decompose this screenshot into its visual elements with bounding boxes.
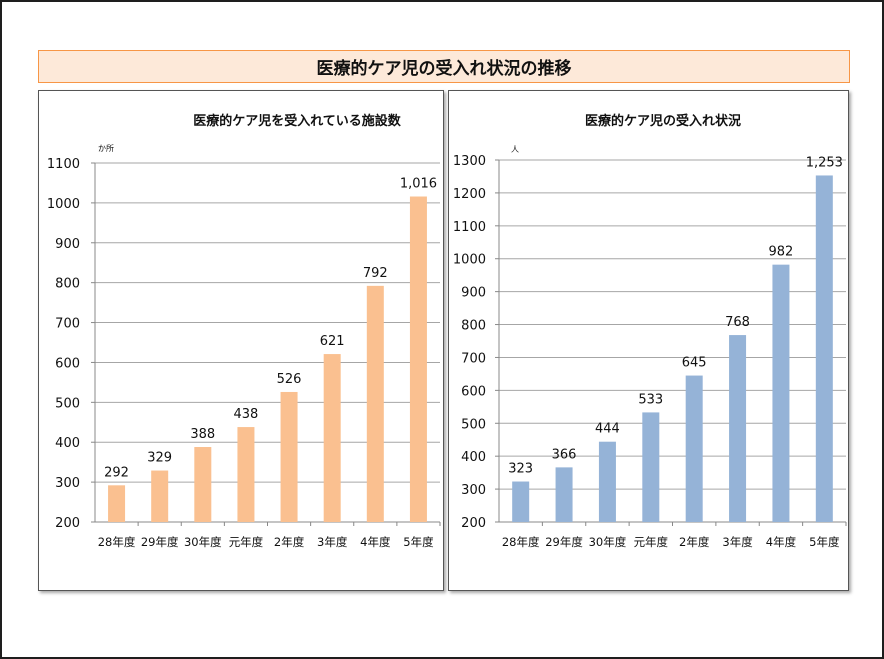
data-label: 533: [638, 392, 663, 407]
children-chart-panel: 医療的ケア児の受入れ状況人 200 300 400 500 600 700 800 900 100…: [448, 90, 849, 591]
data-label: 388: [190, 427, 215, 442]
bar-4: [280, 391, 298, 522]
facilities-chart-panel: 医療的ケア児を受入れている施設数か所 200 300 400 500 600 700 800 9…: [38, 90, 444, 591]
x-tick-label: 4年度: [766, 535, 797, 549]
data-label: 438: [234, 407, 259, 422]
x-tick-label: 5年度: [403, 535, 434, 549]
y-tick-label: 200: [461, 516, 486, 531]
bar-6: [772, 264, 790, 522]
y-tick-label: 500: [461, 417, 486, 432]
bar-7: [409, 196, 427, 523]
y-tick-label: 1200: [453, 187, 486, 202]
data-label: 768: [725, 315, 750, 330]
y-tick-label: 300: [55, 476, 80, 491]
data-label: 645: [682, 356, 707, 371]
bar-1: [555, 467, 573, 522]
bar-3: [237, 427, 255, 522]
x-tick-label: 28年度: [98, 535, 136, 549]
bar-5: [729, 335, 747, 522]
x-tick-label: 元年度: [634, 535, 669, 549]
y-tick-label: 600: [55, 356, 80, 371]
y-tick-label: 300: [461, 483, 486, 498]
bar-6: [366, 285, 384, 522]
y-tick-label: 1300: [453, 154, 486, 169]
x-tick-label: 元年度: [229, 535, 264, 549]
y-tick-label: 900: [55, 237, 80, 252]
data-label: 1,016: [400, 177, 437, 192]
unit-label: か所: [98, 143, 114, 153]
y-tick-label: 900: [461, 286, 486, 301]
bar-2: [194, 447, 212, 522]
y-tick-label: 1100: [47, 157, 80, 172]
x-tick-label: 4年度: [360, 535, 391, 549]
bar-4: [685, 375, 703, 522]
x-tick-label: 29年度: [545, 535, 583, 549]
y-tick-label: 200: [55, 516, 80, 531]
x-tick-label: 5年度: [809, 535, 840, 549]
data-label: 982: [769, 245, 794, 260]
x-tick-label: 30年度: [589, 535, 627, 549]
y-tick-label: 1000: [47, 197, 80, 212]
y-tick-label: 800: [55, 277, 80, 292]
y-tick-label: 400: [55, 436, 80, 451]
bar-0: [512, 481, 530, 522]
y-tick-label: 700: [55, 317, 80, 332]
y-tick-label: 500: [55, 396, 80, 411]
y-tick-label: 700: [461, 351, 486, 366]
y-tick-label: 400: [461, 450, 486, 465]
data-label: 292: [104, 465, 129, 480]
unit-label: 人: [511, 145, 519, 154]
x-tick-label: 2年度: [679, 535, 710, 549]
data-label: 444: [595, 422, 620, 437]
x-tick-label: 28年度: [502, 535, 540, 549]
x-tick-label: 3年度: [722, 535, 753, 549]
x-tick-label: 30年度: [184, 535, 222, 549]
bar-1: [151, 470, 169, 522]
bar-0: [108, 485, 126, 522]
bar-7: [815, 175, 833, 522]
x-tick-label: 2年度: [274, 535, 305, 549]
chart-title: 医療的ケア児の受入れ状況: [585, 113, 741, 129]
data-label: 526: [277, 372, 302, 387]
data-label: 792: [363, 266, 388, 281]
data-label: 366: [552, 447, 577, 462]
data-label: 323: [508, 462, 533, 477]
chart-title: 医療的ケア児を受入れている施設数: [193, 113, 402, 129]
page-title: 医療的ケア児の受入れ状況の推移: [38, 50, 850, 83]
y-tick-label: 1100: [453, 220, 486, 235]
data-label: 329: [147, 451, 172, 466]
bar-3: [642, 412, 660, 522]
x-tick-label: 29年度: [141, 535, 179, 549]
data-label: 1,253: [806, 155, 843, 170]
x-tick-label: 3年度: [317, 535, 348, 549]
y-tick-label: 800: [461, 319, 486, 334]
y-tick-label: 600: [461, 384, 486, 399]
bar-5: [323, 354, 341, 522]
bar-2: [598, 441, 616, 522]
y-tick-label: 1000: [453, 253, 486, 268]
data-label: 621: [320, 334, 345, 349]
